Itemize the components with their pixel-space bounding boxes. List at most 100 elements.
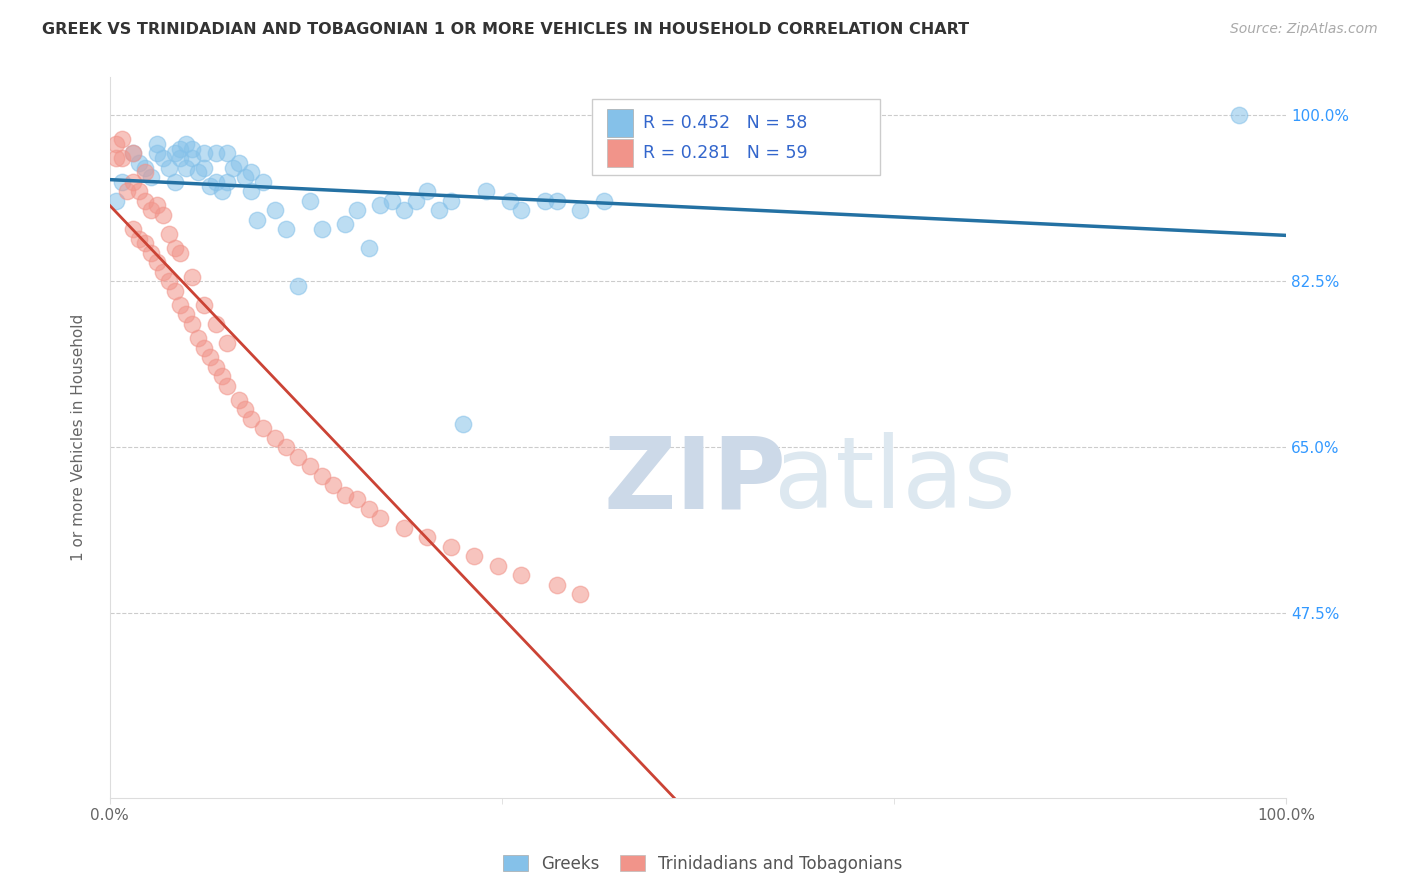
- Point: [392, 521, 415, 535]
- Point: [475, 184, 498, 198]
- Point: [392, 203, 415, 218]
- Text: GREEK VS TRINIDADIAN AND TOBAGONIAN 1 OR MORE VEHICLES IN HOUSEHOLD CORRELATION : GREEK VS TRINIDADIAN AND TOBAGONIAN 1 OR…: [42, 22, 969, 37]
- Point: [176, 136, 198, 151]
- Point: [139, 169, 162, 184]
- Point: [311, 468, 333, 483]
- Text: atlas: atlas: [775, 433, 1017, 530]
- Point: [246, 212, 269, 227]
- Point: [592, 194, 614, 208]
- Point: [104, 194, 127, 208]
- Point: [128, 155, 150, 169]
- Point: [163, 175, 186, 189]
- Point: [569, 203, 592, 218]
- Point: [104, 136, 127, 151]
- Point: [217, 175, 239, 189]
- Legend: Greeks, Trinidadians and Tobagonians: Greeks, Trinidadians and Tobagonians: [496, 848, 910, 880]
- Point: [176, 308, 198, 322]
- Point: [187, 331, 209, 345]
- Point: [176, 161, 198, 175]
- Point: [228, 155, 250, 169]
- Text: Source: ZipAtlas.com: Source: ZipAtlas.com: [1230, 22, 1378, 37]
- Point: [152, 151, 174, 165]
- Point: [128, 232, 150, 246]
- Point: [198, 179, 221, 194]
- Point: [152, 265, 174, 279]
- Point: [287, 279, 309, 293]
- Point: [276, 222, 298, 236]
- Point: [263, 203, 285, 218]
- Point: [139, 245, 162, 260]
- Point: [122, 175, 145, 189]
- Point: [499, 194, 522, 208]
- Point: [546, 578, 568, 592]
- Point: [134, 236, 156, 251]
- Point: [1227, 108, 1250, 122]
- Point: [451, 417, 474, 431]
- Point: [110, 132, 132, 146]
- Point: [204, 359, 226, 374]
- Point: [463, 549, 485, 564]
- Point: [228, 392, 250, 407]
- Point: [370, 511, 392, 525]
- Point: [181, 269, 204, 284]
- Point: [163, 241, 186, 255]
- Point: [181, 142, 204, 156]
- Point: [211, 369, 233, 384]
- Point: [122, 146, 145, 161]
- Point: [233, 169, 256, 184]
- Point: [198, 350, 221, 364]
- Point: [187, 165, 209, 179]
- Point: [287, 450, 309, 464]
- Point: [163, 146, 186, 161]
- Point: [333, 488, 356, 502]
- Point: [134, 194, 156, 208]
- Point: [534, 194, 557, 208]
- Point: [169, 151, 191, 165]
- Point: [146, 136, 169, 151]
- Point: [134, 165, 156, 179]
- Point: [510, 568, 533, 582]
- Point: [405, 194, 427, 208]
- Point: [128, 184, 150, 198]
- Point: [117, 184, 139, 198]
- Point: [263, 431, 285, 445]
- Point: [233, 402, 256, 417]
- Y-axis label: 1 or more Vehicles in Household: 1 or more Vehicles in Household: [72, 314, 86, 561]
- Point: [276, 440, 298, 454]
- Point: [357, 501, 380, 516]
- Point: [311, 222, 333, 236]
- Point: [152, 208, 174, 222]
- Point: [122, 146, 145, 161]
- Point: [416, 530, 439, 544]
- Point: [240, 165, 263, 179]
- Point: [440, 540, 463, 554]
- Point: [240, 411, 263, 425]
- Text: ZIP: ZIP: [603, 433, 787, 530]
- Point: [146, 255, 169, 269]
- Point: [346, 203, 368, 218]
- Point: [510, 203, 533, 218]
- Point: [163, 284, 186, 298]
- Point: [416, 184, 439, 198]
- FancyBboxPatch shape: [592, 99, 880, 175]
- Point: [486, 558, 509, 573]
- Point: [204, 175, 226, 189]
- Point: [333, 218, 356, 232]
- Point: [139, 203, 162, 218]
- Point: [381, 194, 404, 208]
- FancyBboxPatch shape: [607, 109, 633, 136]
- Point: [193, 146, 215, 161]
- Point: [222, 161, 245, 175]
- FancyBboxPatch shape: [607, 139, 633, 167]
- Point: [370, 198, 392, 212]
- Point: [169, 298, 191, 312]
- Point: [252, 421, 274, 435]
- Point: [569, 587, 592, 601]
- Point: [346, 492, 368, 507]
- Point: [193, 298, 215, 312]
- Point: [204, 146, 226, 161]
- Point: [240, 184, 263, 198]
- Point: [217, 335, 239, 350]
- Point: [181, 151, 204, 165]
- Point: [546, 194, 568, 208]
